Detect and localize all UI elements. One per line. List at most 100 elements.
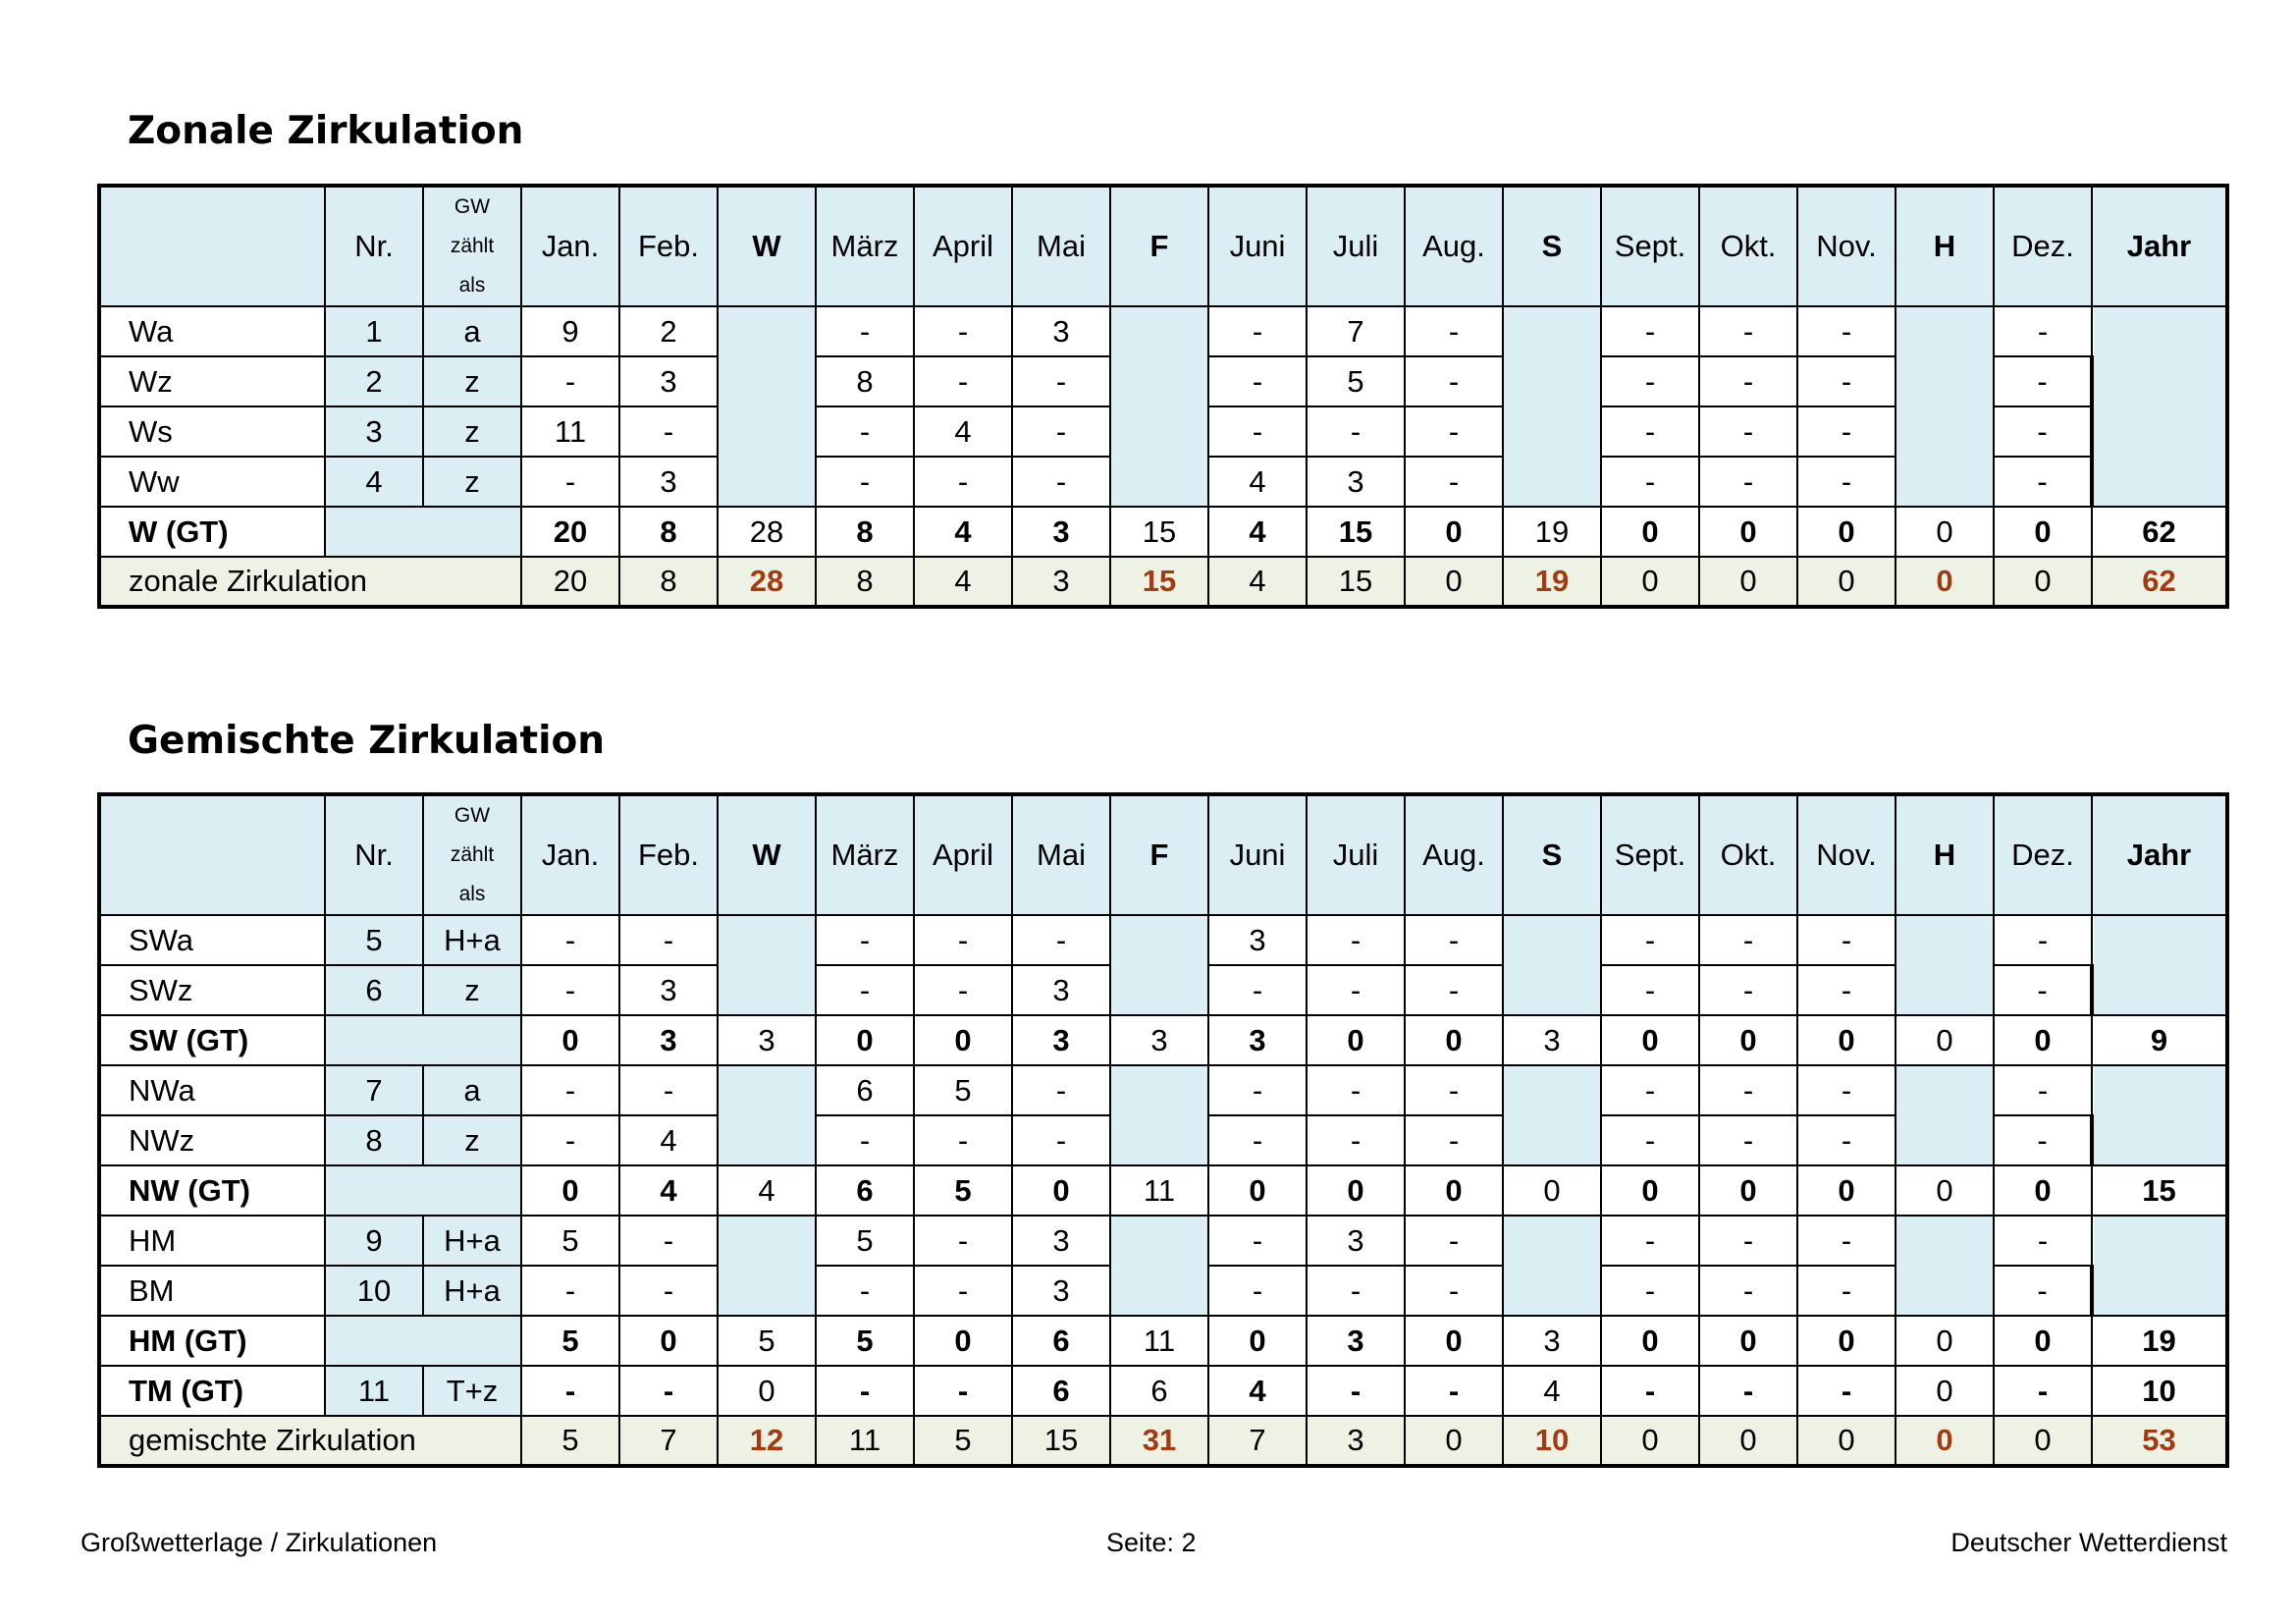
month-value-cell: -: [815, 1365, 915, 1417]
month-value-cell: -: [1207, 1114, 1308, 1166]
month-value-cell: -: [1698, 1215, 1798, 1267]
table-row: Ww 4 z -3- - -4 3- - - - -: [97, 456, 2227, 508]
month-value-cell: -: [1404, 305, 1504, 357]
column-header: Juni: [1207, 184, 1308, 307]
month-value-cell: 7: [1207, 1415, 1308, 1468]
month-value-cell: 3: [1207, 1014, 1308, 1066]
row-label: HM: [97, 1215, 326, 1267]
season-cell-empty: [1109, 914, 1209, 1016]
section-title-mixed: Gemischte Zirkulation: [128, 719, 606, 763]
month-value-cell: -: [1993, 964, 2094, 1016]
nr-cell: 10: [324, 1265, 424, 1317]
month-value-cell: 0: [1306, 1014, 1406, 1066]
season-cell-empty: [1109, 1064, 1209, 1166]
column-header: Aug.: [1404, 792, 1504, 916]
month-value-cell: -: [1207, 406, 1308, 458]
month-value-cell: 0: [1207, 1315, 1308, 1367]
month-value-cell: -: [1600, 1215, 1700, 1267]
row-label: NW (GT): [97, 1164, 326, 1217]
empty-cell: [324, 1014, 522, 1066]
gw-cell: z: [422, 406, 522, 458]
month-value-cell: -: [520, 355, 620, 407]
month-value-cell: 11: [520, 406, 620, 458]
season-value-cell: 0: [1895, 1164, 1995, 1217]
season-value-cell: 15: [1109, 506, 1209, 558]
month-value-cell: -: [1011, 1114, 1111, 1166]
month-value-cell: -: [520, 914, 620, 966]
month-value-cell: 0: [1207, 1164, 1308, 1217]
month-value-cell: 0: [1404, 1014, 1504, 1066]
total-row: zonale Zirkulation 20 8 28 8 4 3 15 4 15 0 19 0 0 0 0 0 6…: [97, 556, 2229, 609]
month-value-cell: 4: [913, 406, 1013, 458]
column-header: Feb.: [618, 792, 719, 916]
table-row: Wa 1 a 9 2- -3-7- - - - -: [97, 305, 2229, 508]
column-header: Jahr: [2091, 184, 2229, 307]
month-value-cell: -: [1698, 355, 1798, 407]
month-value-cell: -: [1600, 914, 1700, 966]
month-value-cell: -: [913, 1265, 1013, 1317]
month-value-cell: 20: [520, 556, 620, 609]
month-value-cell: 0: [1796, 556, 1896, 609]
month-value-cell: -: [1796, 355, 1896, 407]
empty-cell: [324, 1164, 522, 1217]
month-value-cell: -: [1207, 355, 1308, 407]
row-label: Wa: [97, 305, 326, 357]
column-header: Jan.: [520, 184, 620, 307]
season-cell-empty: [2091, 1215, 2229, 1317]
season-value-cell: 0: [717, 1365, 817, 1417]
month-value-cell: 8: [815, 355, 915, 407]
empty-cell: [324, 1315, 522, 1367]
month-value-cell: 5: [1306, 355, 1406, 407]
month-value-cell: 15: [1306, 506, 1406, 558]
season-value-cell: 0: [1895, 1415, 1995, 1468]
column-header: Dez.: [1993, 792, 2093, 916]
month-value-cell: -: [1796, 1215, 1896, 1267]
month-value-cell: 0: [1306, 1164, 1406, 1217]
month-value-cell: -: [1993, 1365, 2093, 1417]
month-value-cell: -: [913, 914, 1013, 966]
column-header: Sept.: [1600, 792, 1700, 916]
row-label: zonale Zirkulation: [97, 556, 522, 609]
month-value-cell: -: [1993, 914, 2093, 966]
group-total-row: SW (GT) 0 3 3 0 0 3 3 3 0 0 3 0 0 0 0 0 9: [97, 1014, 2229, 1066]
season-cell-empty: [717, 1215, 817, 1317]
month-value-cell: 3: [1011, 964, 1111, 1016]
month-value-cell: -: [1698, 406, 1798, 458]
month-value-cell: -: [1698, 1064, 1798, 1116]
month-value-cell: 5: [913, 1164, 1013, 1217]
column-header: S: [1502, 184, 1602, 307]
month-value-cell: -: [1600, 456, 1700, 508]
row-label: NWz: [97, 1114, 326, 1166]
month-value-cell: 5: [520, 1415, 620, 1468]
season-cell-empty: [1502, 305, 1602, 508]
month-value-cell: -: [1207, 1215, 1308, 1267]
season-cell-empty: [1502, 1215, 1602, 1317]
season-value-cell: 12: [717, 1415, 817, 1468]
month-value-cell: -: [1306, 1114, 1406, 1166]
month-value-cell: -: [815, 1114, 915, 1166]
month-value-cell: -: [1306, 964, 1406, 1016]
season-value-cell: 19: [1502, 556, 1602, 609]
month-value-cell: -: [1011, 1064, 1111, 1116]
month-value-cell: -: [1796, 914, 1896, 966]
month-value-cell: 5: [815, 1315, 915, 1367]
table-row: SWz 6 z -3- -3- - - - - - -: [97, 964, 2227, 1016]
month-value-cell: -: [1404, 1064, 1504, 1116]
season-cell-empty: [1109, 305, 1209, 508]
month-value-cell: -: [815, 964, 915, 1016]
month-value-cell: 0: [1698, 1014, 1798, 1066]
month-value-cell: -: [1993, 1064, 2093, 1116]
season-value-cell: 3: [1109, 1014, 1209, 1066]
section-title-zonal: Zonale Zirkulation: [128, 109, 524, 153]
month-value-cell: -: [1404, 406, 1504, 458]
month-value-cell: 4: [1207, 556, 1308, 609]
season-value-cell: 19: [1502, 506, 1602, 558]
month-value-cell: -: [1796, 1365, 1896, 1417]
month-value-cell: 3: [1011, 556, 1111, 609]
row-label: W (GT): [97, 506, 326, 558]
season-value-cell: 62: [2091, 556, 2229, 609]
column-header: GW zählt als: [422, 184, 522, 307]
row-label: TM (GT): [97, 1365, 326, 1417]
month-value-cell: -: [1698, 964, 1798, 1016]
table-row: Ws 3 z 11- -4- - - - - - - -: [97, 406, 2227, 458]
